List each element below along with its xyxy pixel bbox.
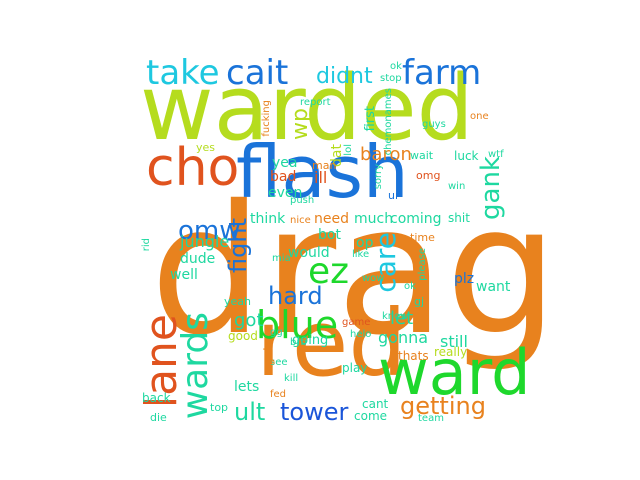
cloud-word-wtf: wtf: [488, 149, 504, 160]
cloud-word-game: game: [342, 317, 371, 328]
cloud-word-didnt: didnt: [316, 64, 373, 89]
cloud-word-well: well: [170, 267, 198, 283]
cloud-word-omw: omw: [178, 216, 241, 246]
cloud-word-die: die: [150, 411, 167, 424]
cloud-word-flash: flash: [236, 130, 409, 214]
cloud-word-get: get: [261, 346, 275, 366]
cloud-word-ok: ok: [390, 61, 402, 72]
cloud-word-chemonames: chemonames: [383, 88, 394, 156]
cloud-word-shit: shit: [448, 211, 470, 225]
cloud-word-wow: wow: [362, 273, 385, 284]
cloud-word-warded: warded: [140, 56, 474, 161]
cloud-word-mia: mia: [272, 253, 291, 264]
cloud-word-brb: brb: [290, 337, 307, 348]
cloud-word-fed: fed: [270, 389, 287, 400]
cloud-word-play: play: [342, 361, 368, 375]
cloud-word-sorry: sorry: [373, 164, 384, 190]
cloud-word-gj: gj: [414, 295, 425, 308]
cloud-word-know: know: [382, 311, 409, 322]
cloud-word-wait: wait: [410, 149, 434, 162]
cloud-word-like: like: [352, 249, 370, 260]
cloud-word-ez: ez: [308, 251, 350, 292]
cloud-word-fucking: fucking: [261, 100, 272, 137]
cloud-word-op: op: [356, 235, 374, 251]
cloud-word-fight: fight: [224, 218, 252, 273]
cloud-word-report: report: [300, 97, 331, 108]
cloud-word-back: back: [142, 391, 171, 405]
cloud-word-helo: helo: [350, 329, 372, 340]
cloud-word-even: even: [268, 185, 303, 201]
cloud-word-lol: lol: [343, 144, 354, 156]
cloud-word-wp: wp: [288, 108, 313, 140]
cloud-word-ur: ur: [388, 189, 400, 202]
cloud-word-got: got: [234, 310, 264, 331]
cloud-word-wards: wards: [175, 312, 216, 420]
cloud-word-come: come: [354, 409, 388, 423]
cloud-word-cant: cant: [362, 397, 389, 411]
cloud-word-getting: getting: [400, 392, 486, 420]
cloud-word-nice: nice: [290, 215, 311, 226]
cloud-word-omg: omg: [416, 169, 441, 182]
cloud-word-please: please: [417, 248, 428, 281]
cloud-word-yeah: yeah: [224, 295, 251, 308]
cloud-word-much: much: [354, 211, 394, 227]
cloud-word-bot: bot: [318, 227, 341, 243]
cloud-word-cait: cait: [226, 53, 289, 93]
cloud-word-take: take: [146, 53, 220, 93]
cloud-word-think: think: [250, 211, 286, 227]
cloud-word-luck: luck: [454, 149, 479, 163]
cloud-word-would: would: [288, 245, 330, 261]
cloud-word-let: let: [390, 308, 414, 329]
cloud-word-win: win: [448, 181, 466, 192]
cloud-word-lets: lets: [234, 379, 260, 395]
cloud-word-kill: kill: [284, 373, 299, 384]
cloud-word-farm: farm: [402, 53, 482, 93]
cloud-word-team: team: [418, 413, 444, 424]
cloud-word-hard: hard: [268, 282, 323, 310]
cloud-word-see: see: [270, 357, 288, 368]
cloud-word-still: still: [440, 332, 468, 351]
cloud-word-rid: rid: [141, 238, 152, 252]
cloud-word-stop: stop: [380, 73, 402, 84]
cloud-word-bad: bad: [270, 169, 297, 185]
cloud-word-top: top: [210, 401, 229, 414]
cloud-word-good: good: [228, 329, 258, 343]
cloud-word-ult: ult: [234, 398, 266, 426]
cloud-word-want: want: [476, 279, 511, 295]
cloud-word-plz: plz: [454, 271, 475, 287]
cloud-word-ward: ward: [378, 336, 531, 409]
cloud-word-gank: gank: [476, 156, 506, 220]
cloud-word-tower: tower: [280, 398, 349, 426]
cloud-word-ok-2: ok: [404, 281, 416, 292]
cloud-word-guys: guys: [422, 119, 446, 130]
cloud-word-push: push: [290, 195, 315, 206]
cloud-word-blue: blue: [256, 303, 339, 347]
cloud-word-one: one: [470, 111, 489, 122]
cloud-word-man: man: [312, 159, 337, 172]
cloud-word-thats: thats: [398, 349, 429, 363]
cloud-word-gonna: gonna: [378, 328, 429, 347]
cloud-word-coming: coming: [390, 211, 442, 227]
cloud-word-going: going: [292, 333, 329, 348]
cloud-word-jungle: jungle: [180, 232, 230, 251]
cloud-word-really: really: [434, 345, 468, 359]
cloud-word-cho: cho: [146, 138, 240, 198]
cloud-word-time: time: [410, 231, 435, 244]
cloud-word-gg: gg: [270, 327, 283, 338]
cloud-word-need: need: [314, 211, 349, 227]
cloud-word-yea: yea: [272, 155, 298, 171]
cloud-word-baron: baron: [360, 144, 412, 165]
cloud-word-drag: drag: [150, 167, 559, 374]
cloud-word-dude: dude: [180, 251, 216, 267]
cloud-word-first: first: [363, 106, 378, 132]
cloud-word-red: red: [256, 290, 407, 397]
cloud-word-yes: yes: [196, 141, 216, 154]
cloud-word-ill: ill: [314, 168, 328, 187]
